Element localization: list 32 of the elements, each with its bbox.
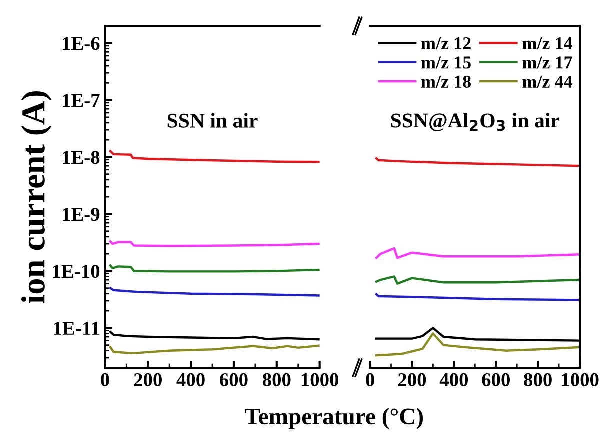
legend-label: m/z 17	[522, 56, 572, 69]
line-series	[109, 344, 320, 355]
line-series	[109, 287, 320, 297]
y-tick-label: 1E-11	[54, 322, 100, 335]
x-tick-label: 200	[134, 373, 162, 387]
y-axis-title: ion current (A)	[21, 91, 52, 304]
x-tick-label: 600	[482, 373, 510, 387]
annotation: SSN in air	[168, 113, 258, 128]
legend-label: m/z 18	[421, 76, 472, 88]
x-tick-label: 600	[220, 373, 248, 387]
annotation: SSN@Al$_{2}$O$_{3}$ in air	[391, 113, 560, 132]
y-tick-label: 1E-6	[62, 37, 100, 50]
x-tick-label: 0	[101, 373, 110, 387]
x-tick-label: 400	[440, 373, 468, 387]
x-tick-label: 800	[524, 373, 552, 387]
y-tick-label: 1E-7	[62, 94, 100, 108]
x-tick-label: 800	[262, 373, 291, 387]
x-axis-title: Temperature (°C)	[245, 408, 424, 430]
line-series	[109, 264, 320, 273]
legend-label: m/z 14	[522, 38, 572, 50]
x-tick-label: 400	[176, 373, 205, 387]
legend-label: m/z 44	[522, 76, 572, 88]
y-tick-label: 1E-8	[62, 151, 100, 164]
legend-label: m/z 15	[421, 56, 471, 69]
line-series	[109, 150, 320, 164]
legend-label: m/z 12	[421, 37, 471, 50]
y-tick-label: 1E-10	[53, 265, 100, 278]
y-tick-label: 1E-9	[62, 208, 100, 222]
x-tick-label: 200	[398, 373, 426, 387]
x-tick-label: 1000	[562, 373, 599, 387]
x-tick-label: 0	[366, 373, 374, 387]
x-tick-label: 1000	[302, 373, 339, 387]
